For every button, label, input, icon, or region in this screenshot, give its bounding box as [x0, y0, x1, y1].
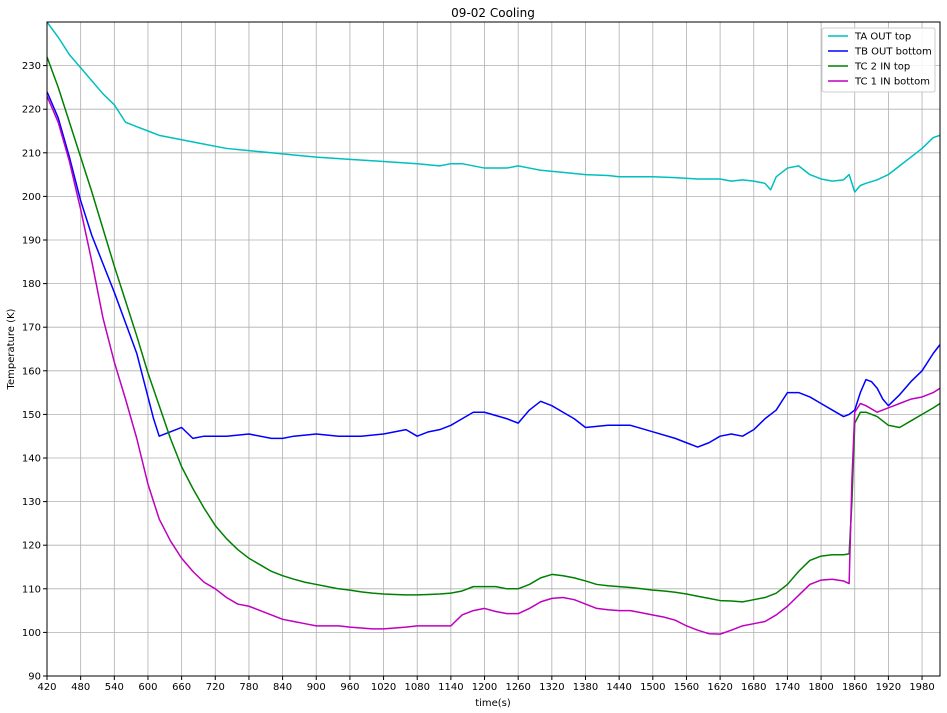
y-tick-label: 210	[22, 148, 41, 159]
x-tick-label: 1320	[539, 682, 564, 693]
x-tick-label: 480	[71, 682, 90, 693]
series-line-tc-1-in-bottom	[47, 95, 940, 635]
y-tick-label: 190	[22, 236, 41, 247]
x-tick-label: 1200	[472, 682, 497, 693]
x-tick-label: 1080	[404, 682, 429, 693]
x-tick-label: 1740	[775, 682, 800, 693]
y-tick-label: 140	[22, 454, 41, 465]
series-line-tc-2-in-top	[47, 56, 940, 603]
y-tick-label: 180	[22, 279, 41, 290]
x-tick-label: 1140	[438, 682, 463, 693]
x-axis-label: time(s)	[475, 698, 511, 709]
x-tick-label: 840	[273, 682, 292, 693]
y-tick-label: 220	[22, 105, 41, 116]
y-tick-label: 90	[28, 672, 41, 683]
x-tick-label: 1860	[842, 682, 867, 693]
legend-entry: TB OUT bottom	[854, 47, 932, 58]
y-tick-label: 200	[22, 192, 41, 203]
x-tick-label: 1800	[808, 682, 833, 693]
y-tick-label: 120	[22, 541, 41, 552]
x-tick-label: 420	[37, 682, 56, 693]
grid-lines	[46, 22, 940, 677]
x-tick-label: 780	[239, 682, 258, 693]
y-axis-label: Temperature (K)	[6, 308, 17, 390]
y-tick-label: 110	[22, 584, 41, 595]
series-line-ta-out-top	[47, 22, 940, 193]
x-tick-label: 660	[172, 682, 191, 693]
x-tick-label: 720	[206, 682, 225, 693]
x-tick-label: 600	[138, 682, 157, 693]
x-axis-ticks: 420 480 540 600 660 720 780 840 900 960 1020 1080 11…	[37, 676, 935, 693]
series-line-tb-out-bottom	[47, 91, 940, 448]
x-tick-label: 1020	[371, 682, 396, 693]
y-tick-label: 230	[22, 61, 41, 72]
x-tick-label: 1620	[707, 682, 732, 693]
x-tick-label: 540	[105, 682, 124, 693]
x-tick-label: 1920	[876, 682, 901, 693]
legend-entry: TC 1 IN bottom	[854, 77, 930, 88]
x-tick-label: 960	[340, 682, 359, 693]
y-tick-label: 100	[22, 628, 41, 639]
x-tick-label: 1500	[640, 682, 665, 693]
x-tick-label: 1980	[909, 682, 934, 693]
x-tick-label: 1440	[606, 682, 631, 693]
y-axis-ticks: 90 100 110 120 130 140 150 160 170 180 190 200 210 22…	[22, 61, 47, 683]
x-tick-label: 1260	[505, 682, 530, 693]
plot-frame	[46, 21, 941, 677]
x-tick-label: 1680	[741, 682, 766, 693]
y-tick-label: 160	[22, 366, 41, 377]
x-tick-label: 900	[307, 682, 326, 693]
y-tick-label: 170	[22, 323, 41, 334]
y-tick-label: 150	[22, 410, 41, 421]
legend: TA OUT top TB OUT bottom TC 2 IN top TC 1 I…	[821, 27, 936, 93]
x-tick-label: 1380	[573, 682, 598, 693]
legend-entry: TC 2 IN top	[854, 62, 910, 73]
chart-title: 09-02 Cooling	[451, 6, 535, 20]
legend-box	[821, 27, 936, 93]
series-layer	[47, 22, 940, 635]
legend-entry: TA OUT top	[854, 32, 911, 43]
x-tick-label: 1560	[674, 682, 699, 693]
y-tick-label: 130	[22, 497, 41, 508]
